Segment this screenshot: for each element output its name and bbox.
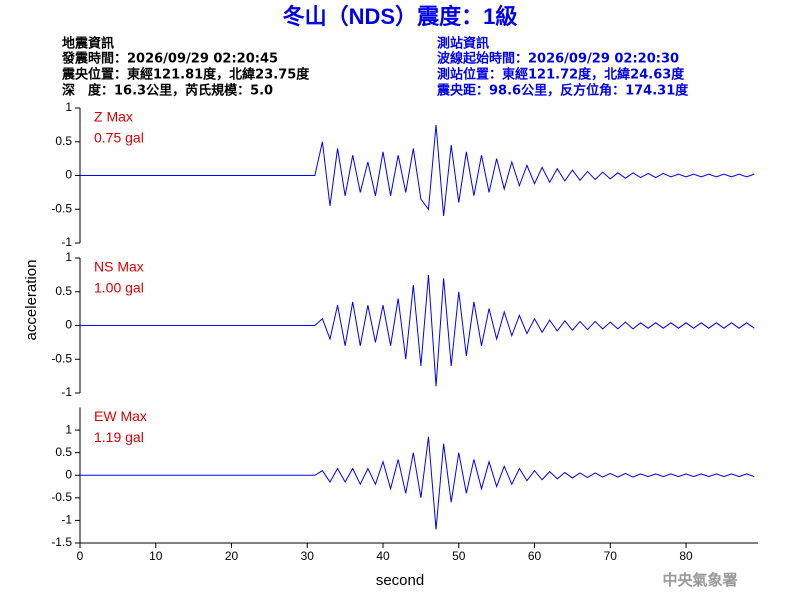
x-tick-label: 70 [604, 549, 618, 563]
y-tick-label: 0.5 [55, 445, 72, 459]
header-left: 震央位置：東經121.81度，北緯23.75度 [61, 67, 310, 83]
y-axis-label: acceleration [23, 260, 40, 341]
x-tick-label: 0 [77, 549, 84, 563]
waveform [80, 274, 755, 387]
waveform [80, 436, 755, 530]
x-tick-label: 40 [376, 549, 390, 563]
y-tick-label: -1 [61, 385, 72, 399]
waveform [80, 124, 755, 217]
header-right: 波線起始時間：2026/09/29 02:20:30 [437, 51, 679, 67]
annotation: Z Max [94, 109, 133, 125]
annotation: NS Max [94, 259, 144, 275]
annotation: 0.75 gal [94, 130, 144, 146]
annotation: 1.00 gal [94, 280, 144, 296]
x-tick-label: 10 [149, 549, 163, 563]
x-tick-label: 60 [528, 549, 542, 563]
header-right: 震央距：98.6公里，反方位角：174.31度 [436, 83, 689, 99]
y-tick-label: -1 [61, 235, 72, 249]
x-axis-label: second [376, 572, 424, 589]
y-tick-label: -0.5 [51, 490, 72, 504]
header-right: 測站資訊 [437, 36, 489, 52]
x-tick-label: 80 [679, 549, 693, 563]
y-tick-label: 1 [65, 250, 72, 264]
y-tick-label: 1 [65, 100, 72, 114]
y-tick-label: -1.5 [51, 535, 72, 549]
annotation: EW Max [94, 408, 147, 424]
header-left: 發震時間：2026/09/29 02:20:45 [61, 51, 278, 67]
x-tick-label: 20 [225, 549, 239, 563]
y-tick-label: 0 [65, 467, 72, 481]
y-tick-label: 1 [65, 422, 72, 436]
header-left: 深 度：16.3公里，芮氏規模：5.0 [62, 83, 273, 99]
annotation: 1.19 gal [94, 429, 144, 445]
chart-title: 冬山（NDS）震度：1級 [283, 4, 518, 29]
x-tick-label: 50 [452, 549, 466, 563]
y-tick-label: 0 [65, 168, 72, 182]
y-tick-label: -1 [61, 513, 72, 527]
y-tick-label: -0.5 [51, 201, 72, 215]
y-tick-label: -0.5 [51, 351, 72, 365]
header-left: 地震資訊 [62, 36, 114, 52]
header-right: 測站位置：東經121.72度，北緯24.63度 [437, 67, 685, 83]
watermark: 中央氣象署 [662, 571, 737, 589]
y-tick-label: 0.5 [55, 284, 72, 298]
x-tick-label: 30 [301, 549, 315, 563]
y-tick-label: 0 [65, 318, 72, 332]
y-tick-label: 0.5 [55, 134, 72, 148]
